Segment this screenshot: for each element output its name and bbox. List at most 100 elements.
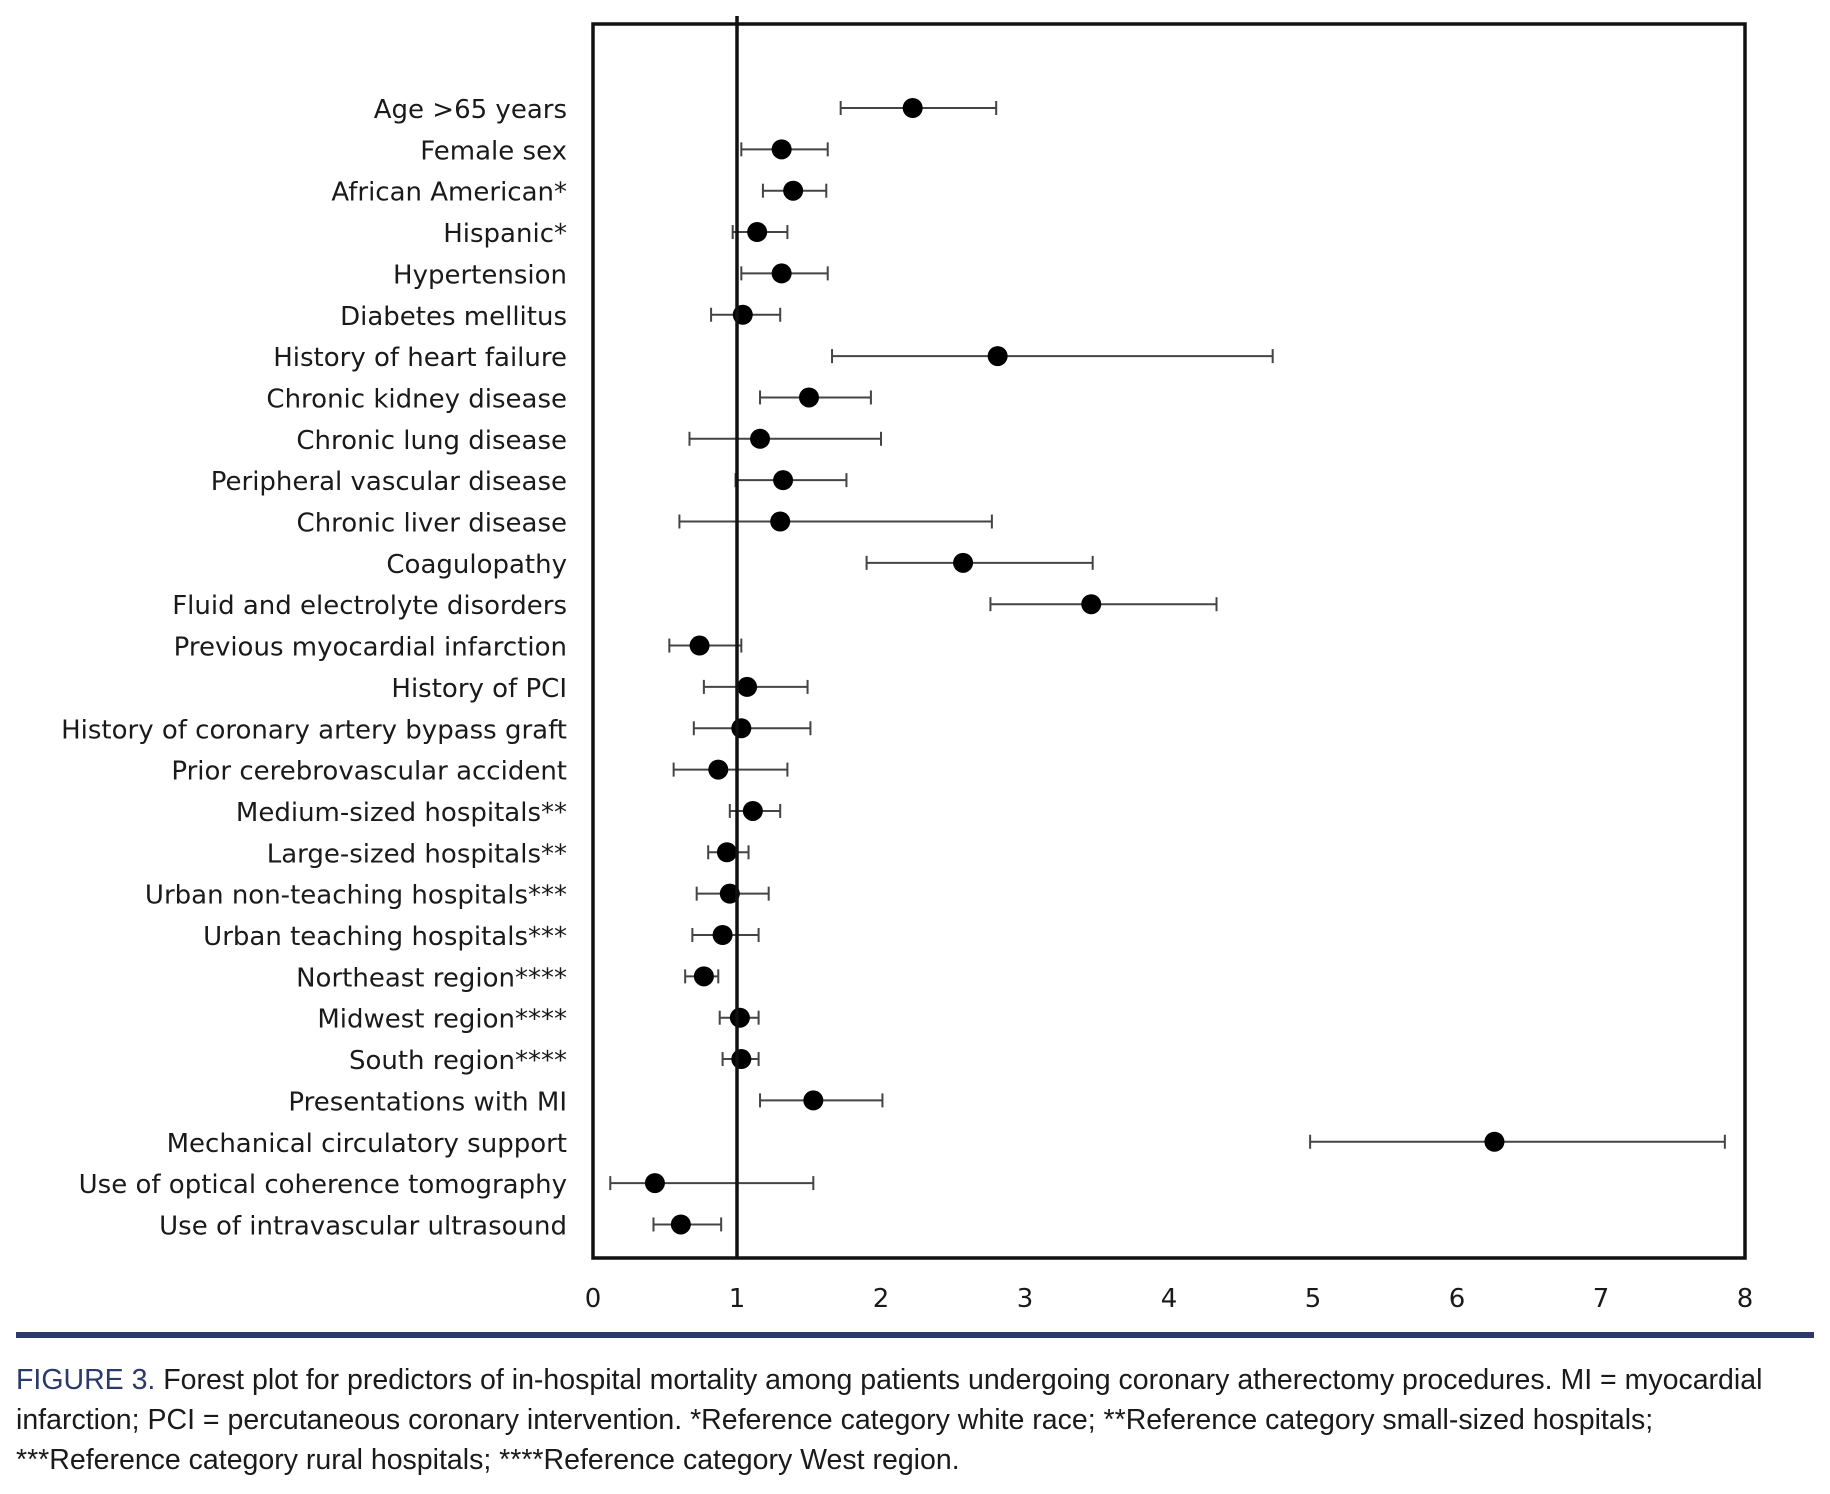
forest-row: Urban teaching hospitals***: [203, 922, 760, 952]
figure-label: FIGURE 3.: [16, 1364, 156, 1396]
row-label: Prior cerebrovascular accident: [171, 757, 567, 787]
forest-row: African American*: [331, 178, 828, 208]
estimate-point: [689, 635, 710, 656]
forest-row: History of coronary artery bypass graft: [61, 715, 812, 745]
row-label: Large-sized hospitals**: [267, 839, 567, 869]
row-label: Mechanical circulatory support: [167, 1129, 567, 1159]
forest-row: Fluid and electrolyte disorders: [172, 591, 1218, 621]
row-label: Diabetes mellitus: [340, 302, 567, 332]
row-label: Urban non-teaching hospitals***: [145, 881, 567, 911]
estimate-point: [747, 222, 768, 243]
forest-row: South region****: [349, 1046, 760, 1076]
forest-row: Hispanic*: [443, 219, 789, 249]
forest-row: Prior cerebrovascular accident: [171, 757, 789, 787]
x-axis-ticks: 0 1 2 3 4 5 6 7 8: [585, 1284, 1754, 1314]
forest-row: Female sex: [420, 136, 829, 166]
row-label: African American*: [331, 178, 567, 208]
forest-row: Mechanical circulatory support: [167, 1129, 1726, 1159]
estimate-point: [771, 263, 792, 284]
forest-row: Chronic kidney disease: [266, 384, 872, 414]
forest-plot: Age >65 years Female sex African American*…: [61, 16, 1754, 1314]
forest-row: Northeast region****: [296, 963, 720, 993]
row-label: Peripheral vascular disease: [211, 467, 567, 497]
estimate-point: [708, 759, 729, 780]
rows-layer: Age >65 years Female sex African American*…: [61, 95, 1726, 1241]
forest-row: Coagulopathy: [386, 550, 1094, 580]
row-label: Use of intravascular ultrasound: [159, 1211, 567, 1241]
x-tick-label: 2: [873, 1284, 890, 1314]
caption-rule: [16, 1332, 1814, 1338]
estimate-point: [987, 346, 1008, 367]
estimate-point: [1081, 594, 1102, 615]
row-label: History of heart failure: [273, 343, 567, 373]
row-label: Presentations with MI: [288, 1087, 567, 1117]
row-label: Medium-sized hospitals**: [236, 798, 567, 828]
row-label: Urban teaching hospitals***: [203, 922, 567, 952]
estimate-point: [731, 1049, 752, 1070]
estimate-point: [902, 98, 923, 118]
x-tick-label: 1: [729, 1284, 746, 1314]
estimate-point: [750, 428, 771, 449]
forest-row: Use of optical coherence tomography: [79, 1170, 815, 1200]
row-label: History of PCI: [391, 674, 567, 704]
forest-row: Midwest region****: [317, 1005, 760, 1035]
row-label: Coagulopathy: [386, 550, 567, 580]
forest-row: Hypertension: [393, 260, 829, 290]
x-tick-label: 3: [1017, 1284, 1034, 1314]
row-label: Chronic liver disease: [297, 509, 567, 539]
row-label: Female sex: [420, 136, 567, 166]
row-label: Chronic kidney disease: [266, 384, 567, 414]
x-tick-label: 6: [1449, 1284, 1466, 1314]
row-label: Use of optical coherence tomography: [79, 1170, 567, 1200]
forest-row: History of heart failure: [273, 343, 1274, 373]
row-label: South region****: [349, 1046, 567, 1076]
forest-row: Use of intravascular ultrasound: [159, 1211, 723, 1241]
row-label: Hispanic*: [443, 219, 567, 249]
x-tick-label: 0: [585, 1284, 602, 1314]
forest-row: Chronic liver disease: [297, 509, 993, 539]
forest-row: Presentations with MI: [288, 1087, 884, 1117]
estimate-point: [731, 718, 752, 739]
estimate-point: [719, 883, 740, 904]
estimate-point: [799, 387, 819, 408]
estimate-point: [737, 676, 758, 697]
estimate-point: [953, 552, 974, 573]
estimate-point: [716, 842, 737, 863]
estimate-point: [783, 180, 804, 201]
forest-row: Previous myocardial infarction: [174, 633, 743, 663]
row-label: History of coronary artery bypass graft: [61, 715, 567, 745]
estimate-point: [770, 511, 791, 532]
plot-frame: [591, 22, 1747, 1260]
x-tick-label: 5: [1305, 1284, 1322, 1314]
estimate-point: [693, 966, 714, 987]
forest-row: Diabetes mellitus: [340, 302, 782, 332]
forest-row: Medium-sized hospitals**: [236, 798, 782, 828]
x-tick-label: 7: [1593, 1284, 1610, 1314]
x-tick-label: 4: [1161, 1284, 1178, 1314]
estimate-point: [670, 1214, 691, 1235]
estimate-point: [803, 1090, 824, 1111]
figure-caption: FIGURE 3. Forest plot for predictors of …: [16, 1360, 1814, 1480]
forest-row: Peripheral vascular disease: [211, 467, 848, 497]
forest-row: History of PCI: [391, 674, 809, 704]
forest-row: Age >65 years: [374, 95, 998, 125]
estimate-point: [644, 1173, 665, 1194]
row-label: Fluid and electrolyte disorders: [172, 591, 567, 621]
estimate-point: [729, 1007, 750, 1028]
row-label: Northeast region****: [296, 963, 567, 993]
row-label: Hypertension: [393, 260, 567, 290]
forest-row: Large-sized hospitals**: [267, 839, 750, 869]
row-label: Previous myocardial infarction: [174, 633, 567, 663]
row-label: Chronic lung disease: [296, 426, 567, 456]
estimate-point: [773, 470, 794, 491]
forest-row: Chronic lung disease: [296, 426, 882, 456]
estimate-point: [771, 139, 792, 160]
row-label: Midwest region****: [317, 1005, 567, 1035]
forest-row: Urban non-teaching hospitals***: [145, 881, 770, 911]
caption-text: Forest plot for predictors of in-hospita…: [16, 1364, 1763, 1476]
estimate-point: [1484, 1131, 1505, 1152]
x-tick-label: 8: [1737, 1284, 1754, 1314]
row-label: Age >65 years: [374, 95, 567, 125]
estimate-point: [742, 800, 763, 821]
estimate-point: [712, 925, 733, 945]
